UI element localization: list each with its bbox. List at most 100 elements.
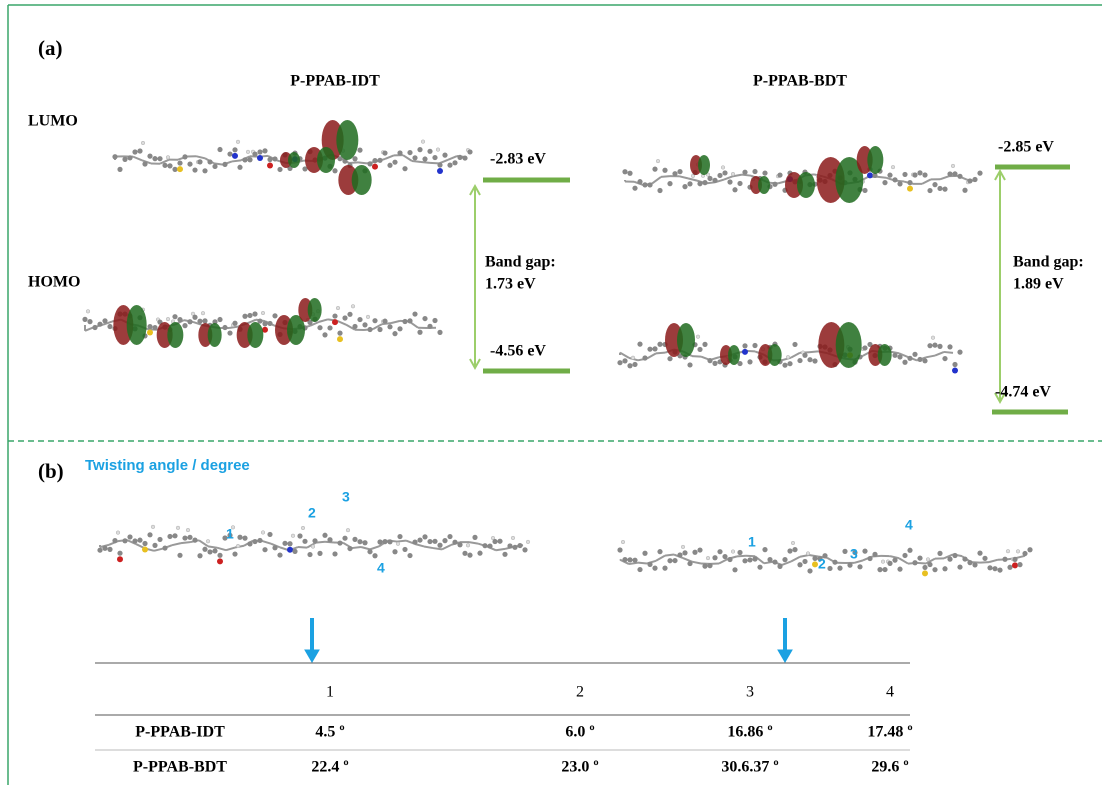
h-atom (791, 541, 795, 545)
atom (102, 318, 107, 323)
table-cell: 16.86 º (727, 724, 772, 741)
atom (402, 319, 407, 324)
hetero-atom (867, 172, 873, 178)
atom (407, 553, 412, 558)
atom (422, 534, 427, 539)
atom (792, 342, 797, 347)
bond (935, 352, 944, 356)
atom (272, 545, 277, 550)
atom (407, 318, 412, 323)
h-atom (301, 526, 305, 530)
bond (926, 356, 935, 358)
table-header: 3 (746, 684, 754, 701)
atom (802, 353, 807, 358)
atom (682, 550, 687, 555)
atom (202, 547, 207, 552)
h-atom (466, 544, 470, 548)
atom (777, 564, 782, 569)
atom (142, 541, 147, 546)
atom (957, 350, 962, 355)
atom (957, 174, 962, 179)
atom (337, 540, 342, 545)
h-atom (291, 534, 295, 538)
bond (782, 562, 791, 565)
atom (437, 162, 442, 167)
h-atom (336, 306, 340, 310)
atom (902, 172, 907, 177)
atom (132, 538, 137, 543)
atom (357, 539, 362, 544)
atom (937, 186, 942, 191)
atom (147, 324, 152, 329)
atom (632, 186, 637, 191)
h-atom (246, 150, 250, 154)
atom (147, 532, 152, 537)
orbital-lobe (247, 322, 263, 348)
atom (157, 156, 162, 161)
bond (133, 157, 142, 161)
bond (922, 179, 931, 184)
bond (877, 177, 886, 178)
atom (622, 169, 627, 174)
atom (917, 555, 922, 560)
atom (692, 550, 697, 555)
atom (452, 540, 457, 545)
bond (719, 559, 728, 564)
atom (912, 560, 917, 565)
atom (807, 357, 812, 362)
atom (397, 150, 402, 155)
atom (97, 322, 102, 327)
bond (262, 541, 271, 544)
atom (962, 188, 967, 193)
hetero-atom (232, 153, 238, 159)
orbital-lobe (352, 165, 372, 195)
bond (391, 321, 400, 323)
band-gap-value: 1.73 eV (485, 276, 536, 293)
atom (637, 179, 642, 184)
atom (517, 543, 522, 548)
bond (724, 176, 733, 179)
atom (837, 566, 842, 571)
atom (952, 171, 957, 176)
atom (727, 557, 732, 562)
h-atom (931, 336, 935, 340)
orbital-lobe (208, 323, 222, 347)
h-atom (731, 172, 735, 176)
atom (977, 551, 982, 556)
atom (187, 161, 192, 166)
atom (257, 538, 262, 543)
table-cell: 4.5 º (315, 724, 344, 741)
hetero-atom (287, 547, 293, 553)
atom (487, 543, 492, 548)
bond (385, 155, 394, 159)
table-header: 2 (576, 684, 584, 701)
h-atom (261, 311, 265, 315)
atom (687, 362, 692, 367)
atom (787, 361, 792, 366)
angle-marker: 4 (377, 560, 385, 576)
bond (791, 557, 800, 562)
atom (927, 343, 932, 348)
atom (637, 342, 642, 347)
atom (937, 344, 942, 349)
energy-value: -4.74 eV (995, 384, 1051, 401)
atom (382, 319, 387, 324)
atom (127, 155, 132, 160)
atom (932, 343, 937, 348)
atom (797, 358, 802, 363)
atom (167, 534, 172, 539)
bond (370, 546, 379, 549)
atom (352, 156, 357, 161)
atom (182, 154, 187, 159)
atom (947, 557, 952, 562)
atom (232, 321, 237, 326)
atom (442, 538, 447, 543)
atom (717, 549, 722, 554)
atom (922, 358, 927, 363)
row-label: P-PPAB-BDT (133, 759, 227, 776)
atom (387, 163, 392, 168)
atom (937, 551, 942, 556)
bond (415, 544, 424, 546)
h-atom (236, 544, 240, 548)
atom (102, 546, 107, 551)
